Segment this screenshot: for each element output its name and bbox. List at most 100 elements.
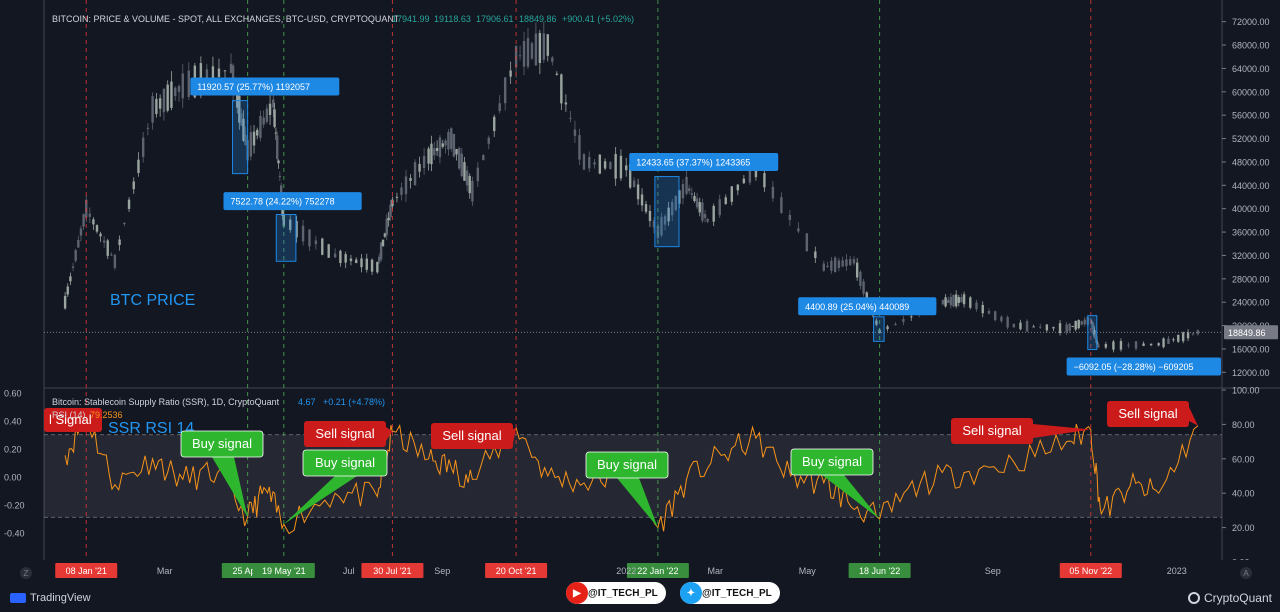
sell-signal-pointer bbox=[1189, 407, 1198, 426]
price-candle-body bbox=[333, 253, 337, 258]
price-candle-body bbox=[498, 103, 501, 112]
price-tick-label: 60000.00 bbox=[1232, 87, 1270, 97]
buy-signal-pointer bbox=[822, 475, 880, 519]
tradingview-logo[interactable]: TradingView bbox=[10, 592, 91, 604]
x-axis-label: 2023 bbox=[1167, 566, 1187, 576]
price-candle-body bbox=[957, 297, 960, 303]
price-candle-body bbox=[859, 271, 862, 286]
price-measure-label: 11920.57 (25.77%) 1192057 bbox=[197, 82, 310, 92]
price-candle-body bbox=[378, 256, 381, 262]
ssr-tick-label: 0.20 bbox=[4, 445, 22, 455]
price-candle-body bbox=[628, 164, 632, 188]
price-candle-body bbox=[648, 210, 652, 222]
price-candle-body bbox=[71, 266, 75, 268]
price-candle-body bbox=[465, 170, 469, 186]
partial-signal-label: l Signal bbox=[49, 412, 92, 427]
price-candle-body bbox=[244, 134, 247, 146]
twitter-badge[interactable]: ✦ @IT_TECH_PL bbox=[680, 582, 780, 604]
ssr-header-value: 4.67 bbox=[298, 397, 316, 407]
price-candle-body bbox=[718, 199, 721, 216]
rsi-header-value: 79.2536 bbox=[90, 410, 123, 420]
price-candle-body bbox=[360, 258, 363, 268]
youtube-badge[interactable]: ▶ @IT_TECH_PL bbox=[566, 582, 666, 604]
date-marker-bg bbox=[55, 563, 118, 578]
price-candle-body bbox=[262, 117, 265, 125]
price-candle-body bbox=[82, 214, 85, 227]
price-candle-body bbox=[698, 202, 701, 213]
price-candle-body bbox=[947, 299, 950, 304]
price-measure-box bbox=[275, 214, 297, 262]
date-marker-bg bbox=[848, 563, 911, 578]
price-candle-body bbox=[240, 113, 243, 126]
price-candle-body bbox=[644, 204, 648, 212]
buy-signal-box bbox=[585, 451, 669, 479]
price-candle-body bbox=[141, 137, 145, 157]
price-candle-body bbox=[569, 117, 572, 119]
price-candles bbox=[63, 21, 1200, 353]
price-header-close: 18849.86 bbox=[519, 14, 557, 24]
price-header-low: 17906.61 bbox=[476, 14, 514, 24]
price-measure-box bbox=[873, 316, 885, 342]
date-marker-label: 08 Jan '21 bbox=[66, 566, 107, 576]
x-axis-label: 2022 bbox=[616, 566, 636, 576]
price-candle-body bbox=[685, 176, 688, 194]
price-candle-body bbox=[674, 195, 677, 210]
rsi-tick-label: 60.00 bbox=[1232, 454, 1255, 464]
price-candle-body bbox=[640, 194, 644, 206]
price-candle-body bbox=[1019, 322, 1022, 330]
price-candle-body bbox=[447, 132, 450, 150]
price-candle-body bbox=[256, 129, 259, 136]
price-tick-label: 32000.00 bbox=[1232, 251, 1270, 261]
price-candle-body bbox=[862, 281, 865, 294]
date-marker-bg bbox=[485, 563, 548, 578]
price-candle-body bbox=[387, 217, 390, 221]
price-candle-body bbox=[460, 153, 464, 177]
price-tick-label: 24000.00 bbox=[1232, 298, 1270, 308]
price-tick-label: 40000.00 bbox=[1232, 204, 1270, 214]
price-candle-body bbox=[265, 108, 269, 122]
price-candle-body bbox=[671, 202, 674, 216]
price-candle-body bbox=[1181, 332, 1185, 342]
sell-signal-box bbox=[1107, 401, 1189, 427]
price-candle-body bbox=[780, 197, 783, 213]
price-candle-body bbox=[438, 137, 442, 158]
price-candle-body bbox=[1052, 327, 1055, 329]
price-candle-body bbox=[471, 180, 474, 202]
price-candle-body bbox=[427, 148, 430, 164]
price-candle-body bbox=[797, 228, 800, 232]
price-candle-body bbox=[837, 260, 841, 268]
price-candle-body bbox=[1039, 326, 1042, 328]
price-candle-body bbox=[1077, 320, 1080, 329]
price-candle-body bbox=[701, 202, 704, 221]
date-marker-label: 05 Nov '22 bbox=[1069, 566, 1112, 576]
price-candle-body bbox=[910, 316, 913, 318]
price-candle-body bbox=[344, 254, 347, 263]
price-candle-body bbox=[102, 240, 106, 243]
twitter-icon: ✦ bbox=[680, 582, 702, 604]
price-candle-body bbox=[468, 175, 471, 194]
price-candle-body bbox=[404, 176, 408, 195]
price-tick-label: 52000.00 bbox=[1232, 134, 1270, 144]
price-candle-body bbox=[205, 69, 209, 86]
x-axis-label: Mar bbox=[157, 566, 173, 576]
annotation-overlays: 11920.57 (25.77%) 1192057 7522.78 (24.22%… bbox=[44, 77, 1222, 528]
price-candle-body bbox=[314, 240, 318, 245]
price-candle-body bbox=[619, 155, 623, 179]
price-candle-body bbox=[229, 63, 233, 74]
btc-price-label: BTC PRICE bbox=[110, 292, 195, 309]
price-candle-body bbox=[1089, 319, 1092, 321]
x-axis-label: May bbox=[799, 566, 817, 576]
price-candle-body bbox=[177, 85, 181, 92]
price-candle-body bbox=[560, 74, 563, 104]
ssr-header-title: Bitcoin: Stablecoin Supply Ratio (SSR), … bbox=[52, 397, 280, 407]
price-candle-body bbox=[187, 70, 190, 97]
price-candle-body bbox=[1083, 319, 1086, 325]
price-measure-label: −6092.05 (−28.28%) −609205 bbox=[1074, 362, 1194, 372]
price-candle-body bbox=[949, 296, 953, 306]
price-candle-body bbox=[852, 259, 856, 264]
price-tick-label: 12000.00 bbox=[1232, 368, 1270, 378]
price-candle-body bbox=[273, 109, 276, 127]
ssr-header-change: +0.21 (+4.78%) bbox=[323, 397, 385, 407]
price-candle-body bbox=[1045, 324, 1049, 331]
price-candle-body bbox=[830, 260, 833, 271]
